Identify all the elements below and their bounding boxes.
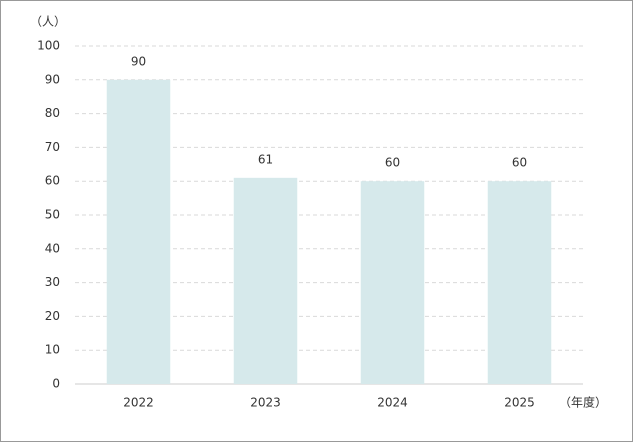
- x-axis-label: （年度）: [559, 395, 607, 410]
- y-tick-label: 40: [45, 241, 60, 255]
- x-tick-label: 2022: [123, 396, 154, 410]
- x-tick-label: 2024: [377, 396, 408, 410]
- bar: [360, 181, 425, 384]
- data-label: 60: [512, 156, 527, 170]
- y-tick-label: 80: [45, 106, 60, 120]
- data-label: 90: [131, 54, 146, 68]
- y-tick-label: 20: [45, 309, 60, 323]
- x-tick-label: 2025: [504, 396, 535, 410]
- data-label: 61: [258, 152, 273, 166]
- bar: [233, 177, 298, 384]
- y-tick-label: 30: [45, 275, 60, 289]
- bar: [106, 79, 171, 385]
- y-tick-label: 70: [45, 140, 60, 154]
- y-tick-label: 10: [45, 343, 60, 357]
- y-tick-label: 60: [45, 174, 60, 188]
- bar: [487, 181, 552, 384]
- y-axis-label: （人）: [30, 15, 66, 29]
- y-tick-label: 50: [45, 208, 60, 222]
- data-label: 60: [385, 156, 400, 170]
- y-tick-label: 90: [45, 72, 60, 86]
- y-tick-label: 100: [37, 39, 60, 53]
- y-tick-label: 0: [52, 377, 60, 391]
- x-tick-label: 2023: [250, 396, 281, 410]
